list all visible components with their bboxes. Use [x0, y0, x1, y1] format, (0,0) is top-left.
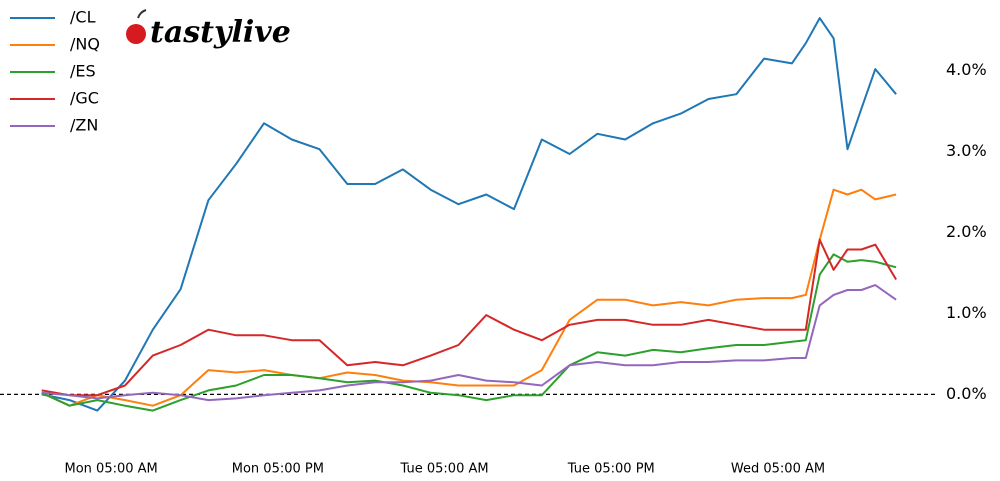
x-tick-label: Tue 05:00 AM	[400, 462, 489, 477]
legend-label: /ES	[70, 62, 96, 81]
series-line	[41, 284, 897, 402]
y-tick-label: 4.0%	[946, 60, 987, 79]
x-tick-label: Wed 05:00 AM	[731, 462, 825, 477]
series-line	[41, 238, 897, 397]
y-tick-label: 0.0%	[946, 384, 987, 403]
series-line	[41, 253, 897, 412]
y-tick-label: 1.0%	[946, 303, 987, 322]
legend-label: /CL	[70, 8, 96, 27]
series-line	[41, 188, 897, 407]
y-tick-label: 2.0%	[946, 222, 987, 241]
x-tick-label: Tue 05:00 PM	[567, 462, 655, 477]
logo: tastylive	[126, 9, 291, 50]
cherry-stem	[137, 9, 147, 19]
y-tick-label: 3.0%	[946, 141, 987, 160]
legend-label: /NQ	[70, 35, 100, 54]
series-line	[41, 17, 897, 412]
x-tick-label: Mon 05:00 PM	[232, 462, 324, 477]
logo-text: tastylive	[150, 15, 291, 50]
legend-label: /ZN	[70, 116, 98, 135]
x-tick-label: Mon 05:00 AM	[65, 462, 158, 477]
cherry	[126, 24, 146, 44]
legend-label: /GC	[70, 89, 99, 108]
